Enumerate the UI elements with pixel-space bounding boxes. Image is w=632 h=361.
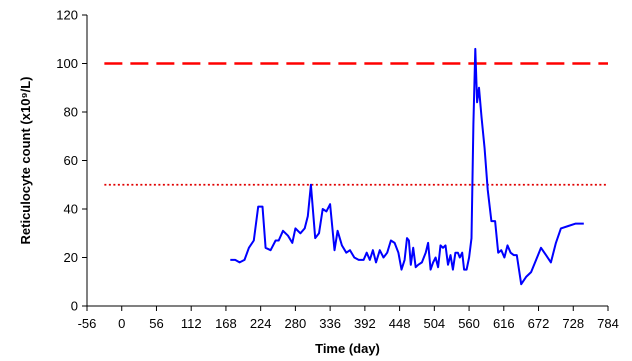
x-tick-label: 224 <box>250 316 272 331</box>
series-layer <box>230 47 584 286</box>
x-tick-label: 448 <box>389 316 411 331</box>
x-tick-label: 504 <box>423 316 445 331</box>
x-tick-label: 168 <box>215 316 237 331</box>
x-tick-label: 560 <box>458 316 480 331</box>
x-tick-label: 0 <box>118 316 125 331</box>
x-axis-title: Time (day) <box>315 341 380 356</box>
axes <box>82 14 609 311</box>
y-tick-label: 100 <box>56 56 78 71</box>
y-tick-label: 80 <box>64 105 78 120</box>
y-axis-title: Reticulocyte count (x10⁹/L) <box>18 77 33 245</box>
y-tick-label: 60 <box>64 153 78 168</box>
y-tick-label: 20 <box>64 250 78 265</box>
series-line-0 <box>230 47 584 286</box>
reference-lines <box>104 62 608 186</box>
x-tick-label: 784 <box>597 316 619 331</box>
x-tick-label: 280 <box>285 316 307 331</box>
y-tick-label: 120 <box>56 8 78 23</box>
x-tick-labels: -56 0 56 112 168 224 280 336 392 448 504 560 616 672 7… <box>78 316 619 331</box>
x-tick-label: 336 <box>319 316 341 331</box>
x-tick-label: 728 <box>562 316 584 331</box>
x-tick-label: 616 <box>493 316 515 331</box>
x-tick-label: 112 <box>181 316 202 331</box>
x-tick-label: 56 <box>149 316 163 331</box>
y-tick-labels: 0 20 40 60 80 100 120 <box>56 8 78 314</box>
x-tick-label: 672 <box>528 316 550 331</box>
y-tick-label: 40 <box>64 202 78 217</box>
x-tick-label: 392 <box>354 316 376 331</box>
x-tick-label: -56 <box>78 316 97 331</box>
y-tick-label: 0 <box>71 299 78 314</box>
